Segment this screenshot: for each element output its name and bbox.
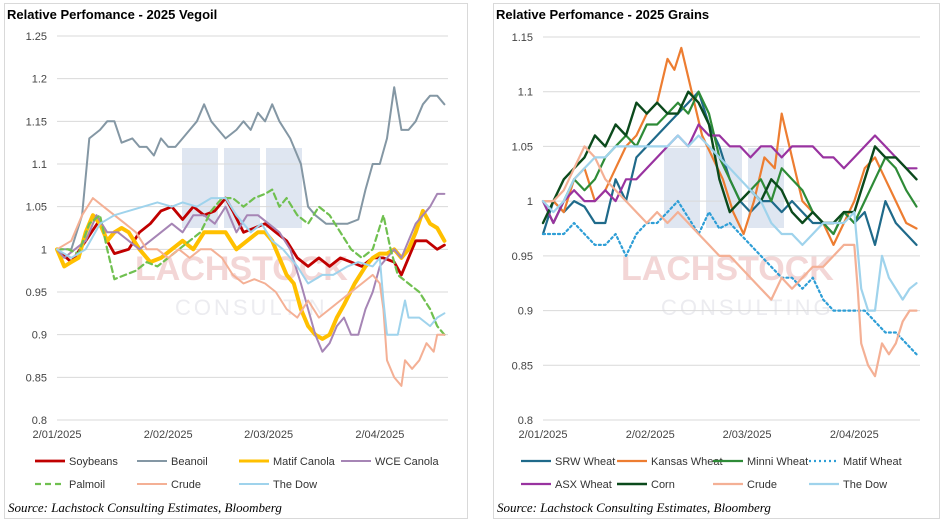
y-tick-label: 1 (527, 196, 533, 208)
legend-label: Corn (651, 479, 675, 491)
watermark-text: CONSULTING (661, 295, 834, 320)
legend-label: The Dow (843, 479, 887, 491)
source-note: Source: Lachstock Consulting Estimates, … (8, 500, 282, 515)
series-line-the-dow (541, 134, 918, 312)
grains-chart-panel: Relative Perfomance - 2025 Grains LACHST… (489, 0, 942, 522)
vegoil-chart-panel: Relative Perfomance - 2025 Vegoil LACHST… (0, 0, 470, 522)
x-tick-label: 2/03/2025 (723, 429, 772, 441)
y-tick-label: 0.95 (26, 287, 47, 299)
legend-label: Matif Wheat (843, 456, 902, 468)
legend-label: Kansas Wheat (651, 456, 723, 468)
y-tick-label: 1.2 (32, 74, 47, 86)
legend-label: Crude (747, 479, 777, 491)
x-tick-label: 2/02/2025 (144, 429, 193, 441)
series-line-wce-canola (56, 192, 446, 353)
y-tick-label: 0.9 (518, 306, 533, 318)
x-tick-label: 2/01/2025 (33, 429, 82, 441)
legend-label: ASX Wheat (555, 479, 612, 491)
legend-label: Crude (171, 479, 201, 491)
y-tick-label: 1.1 (32, 159, 47, 171)
chart-title: Relative Perfomance - 2025 Vegoil (7, 7, 218, 22)
legend-label: WCE Canola (375, 456, 439, 468)
series-line-palmoil (55, 188, 446, 336)
series-line-matif-wheat (541, 200, 918, 356)
x-tick-label: 2/03/2025 (244, 429, 293, 441)
y-tick-label: 0.8 (518, 415, 533, 427)
y-tick-label: 0.85 (512, 360, 533, 372)
series-line-crude (56, 197, 446, 387)
y-tick-label: 0.8 (32, 415, 47, 427)
y-tick-label: 1.15 (512, 32, 533, 44)
y-tick-label: 1.1 (518, 87, 533, 99)
series-line-crude (541, 145, 918, 378)
y-tick-label: 0.95 (512, 251, 533, 263)
chart-frame (4, 3, 468, 519)
legend-label: Minni Wheat (747, 456, 808, 468)
legend-label: Palmoil (69, 479, 105, 491)
chart-title: Relative Perfomance - 2025 Grains (496, 7, 710, 22)
x-tick-label: 2/04/2025 (830, 429, 879, 441)
y-tick-label: 1.05 (26, 202, 47, 214)
x-tick-label: 2/04/2025 (355, 429, 404, 441)
legend-label: Beanoil (171, 456, 208, 468)
watermark-block (664, 148, 700, 228)
y-tick-label: 1.05 (512, 141, 533, 153)
legend-label: Soybeans (69, 456, 118, 468)
legend-label: SRW Wheat (555, 456, 615, 468)
x-tick-label: 2/01/2025 (519, 429, 568, 441)
legend-label: Matif Canola (273, 456, 336, 468)
x-tick-label: 2/02/2025 (626, 429, 675, 441)
chart-frame (493, 3, 940, 519)
y-tick-label: 1.15 (26, 116, 47, 128)
y-tick-label: 0.9 (32, 330, 47, 342)
series-line-kansas-wheat (541, 46, 918, 246)
grains-chart-svg: LACHSTOCKCONSULTING0.80.850.90.9511.051.… (512, 32, 920, 491)
y-tick-label: 0.85 (26, 372, 47, 384)
series-line-the-dow (56, 197, 446, 336)
legend-label: The Dow (273, 479, 317, 491)
source-note: Source: Lachstock Consulting Estimates, … (497, 500, 771, 515)
series-line-beanoil (56, 86, 446, 251)
y-tick-label: 1 (41, 244, 47, 256)
series-line-asx-wheat (541, 123, 918, 225)
y-tick-label: 1.25 (26, 31, 47, 43)
